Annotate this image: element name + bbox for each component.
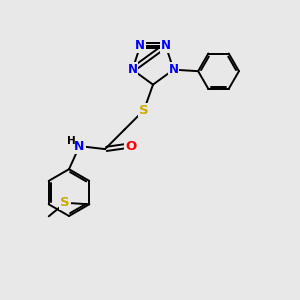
Text: N: N xyxy=(161,39,171,52)
Text: H: H xyxy=(67,136,76,146)
Text: S: S xyxy=(61,196,70,209)
Text: N: N xyxy=(74,140,85,153)
Text: N: N xyxy=(135,39,145,52)
Text: O: O xyxy=(125,140,136,153)
Text: N: N xyxy=(169,63,178,76)
Text: N: N xyxy=(128,63,137,76)
Text: S: S xyxy=(139,103,149,117)
